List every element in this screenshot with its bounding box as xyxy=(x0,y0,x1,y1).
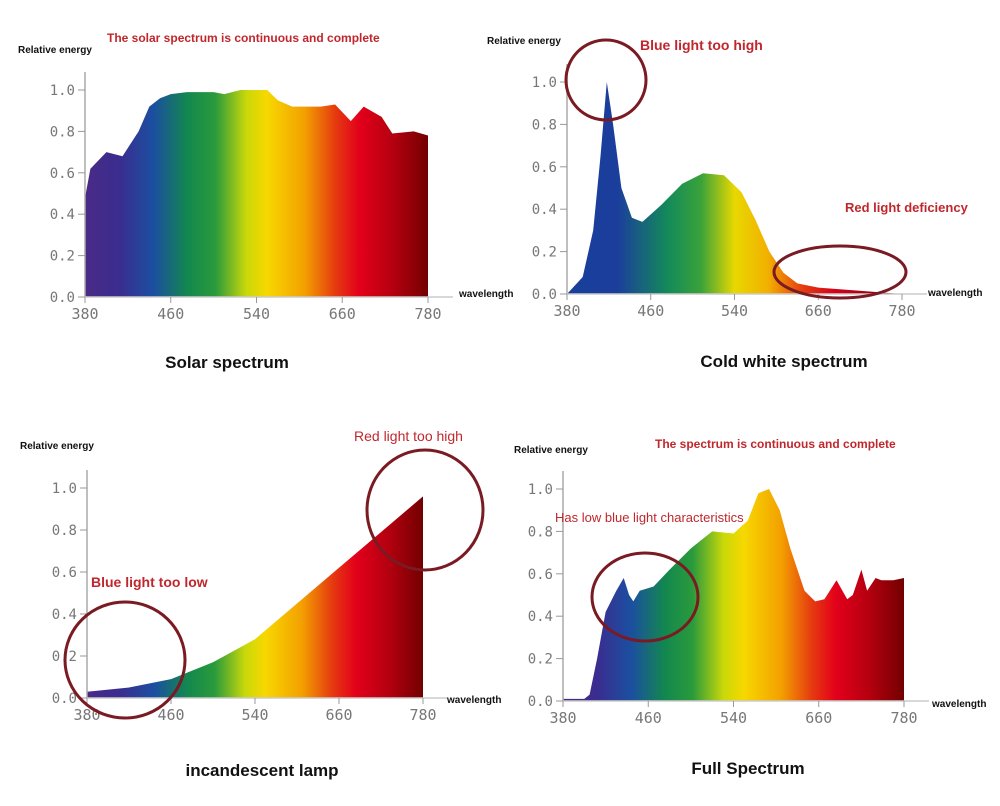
y-tick-label: 0.0 xyxy=(52,691,77,707)
x-tick-label: 780 xyxy=(409,706,436,724)
y-tick-label: 0.8 xyxy=(52,523,77,539)
y-tick-label: 1.0 xyxy=(50,83,75,99)
x-tick-label: 540 xyxy=(721,302,748,320)
y-tick-label: 1.0 xyxy=(532,75,557,91)
highlight-circle xyxy=(772,244,908,300)
y-tick-label: 0.6 xyxy=(50,166,75,182)
y-tick-label: 0.6 xyxy=(528,567,553,583)
y-tick-label: 0.2 xyxy=(50,249,75,265)
x-tick-label: 780 xyxy=(888,302,915,320)
spectrum-area xyxy=(563,489,904,701)
y-tick-label: 0.2 xyxy=(532,245,557,261)
x-tick-label: 780 xyxy=(890,709,917,727)
annotation-blue-too-high: Blue light too high xyxy=(640,37,763,53)
y-axis-label: Relative energy xyxy=(18,45,92,56)
y-tick-label: 0.0 xyxy=(50,290,75,306)
x-tick-label: 460 xyxy=(637,302,664,320)
solar-title: The solar spectrum is continuous and com… xyxy=(107,31,380,45)
caption-cold-white: Cold white spectrum xyxy=(700,352,867,371)
highlight-circle xyxy=(590,551,700,643)
x-tick-label: 460 xyxy=(157,305,184,323)
y-tick-label: 1.0 xyxy=(52,481,77,497)
x-tick-label: 660 xyxy=(805,709,832,727)
full-spectrum-title: The spectrum is continuous and complete xyxy=(655,437,896,451)
y-tick-label: 0.0 xyxy=(532,287,557,303)
x-tick-label: 780 xyxy=(414,305,441,323)
y-tick-label: 0.0 xyxy=(528,694,553,710)
x-axis-label: wavelength xyxy=(458,289,513,300)
annotation-red-deficiency: Red light deficiency xyxy=(845,200,969,215)
x-tick-label: 660 xyxy=(325,706,352,724)
chart-full-spectrum: 0.0 0.2 0.4 0.6 0.8 1.0 380 460 540 660 780 Relativ… xyxy=(514,445,986,727)
y-tick-label: 0.4 xyxy=(528,609,553,625)
x-tick-label: 660 xyxy=(805,302,832,320)
y-axis-label: Relative energy xyxy=(487,36,561,47)
y-tick-label: 0.8 xyxy=(528,524,553,540)
y-tick-label: 0.6 xyxy=(532,160,557,176)
x-tick-label: 380 xyxy=(71,305,98,323)
y-tick-label: 0.4 xyxy=(50,207,75,223)
y-axis-label: Relative energy xyxy=(514,445,588,456)
x-tick-label: 380 xyxy=(73,706,100,724)
x-axis-label: wavelength xyxy=(446,695,501,706)
x-axis-label: wavelength xyxy=(931,699,986,710)
x-tick-label: 380 xyxy=(553,302,580,320)
annotation-blue-too-low: Blue light too low xyxy=(91,574,208,590)
y-tick-label: 0.8 xyxy=(50,124,75,140)
chart-solar: 0.0 0.2 0.4 0.6 0.8 1.0 380 460 540 660 780 Relativ… xyxy=(18,45,513,323)
x-tick-label: 540 xyxy=(241,706,268,724)
y-tick-label: 1.0 xyxy=(528,482,553,498)
caption-full-spectrum: Full Spectrum xyxy=(691,759,804,778)
x-tick-label: 660 xyxy=(329,305,356,323)
y-axis-label: Relative energy xyxy=(20,441,94,452)
x-tick-label: 380 xyxy=(549,709,576,727)
annotation-red-too-high: Red light too high xyxy=(354,428,463,444)
x-tick-label: 460 xyxy=(157,706,184,724)
x-tick-label: 540 xyxy=(243,305,270,323)
caption-incandescent: incandescent lamp xyxy=(185,761,338,780)
y-tick-label: 0.2 xyxy=(528,652,553,668)
caption-solar: Solar spectrum xyxy=(165,353,289,372)
y-tick-label: 0.4 xyxy=(52,607,77,623)
spectrum-area xyxy=(85,90,428,297)
y-tick-label: 0.4 xyxy=(532,202,557,218)
highlight-circle xyxy=(365,448,485,572)
chart-cold-white: 0.0 0.2 0.4 0.6 0.8 1.0 380 460 540 660 780 Relativ… xyxy=(487,36,982,320)
annotation-low-blue: Has low blue light characteristics xyxy=(555,510,744,525)
y-tick-label: 0.6 xyxy=(52,565,77,581)
x-axis-label: wavelength xyxy=(927,288,982,299)
spectrum-area xyxy=(87,496,423,698)
x-tick-label: 540 xyxy=(720,709,747,727)
highlight-circle xyxy=(63,600,187,720)
spectrum-area xyxy=(567,82,902,294)
x-tick-label: 460 xyxy=(635,709,662,727)
highlight-circle xyxy=(564,38,648,122)
y-tick-label: 0.8 xyxy=(532,117,557,133)
